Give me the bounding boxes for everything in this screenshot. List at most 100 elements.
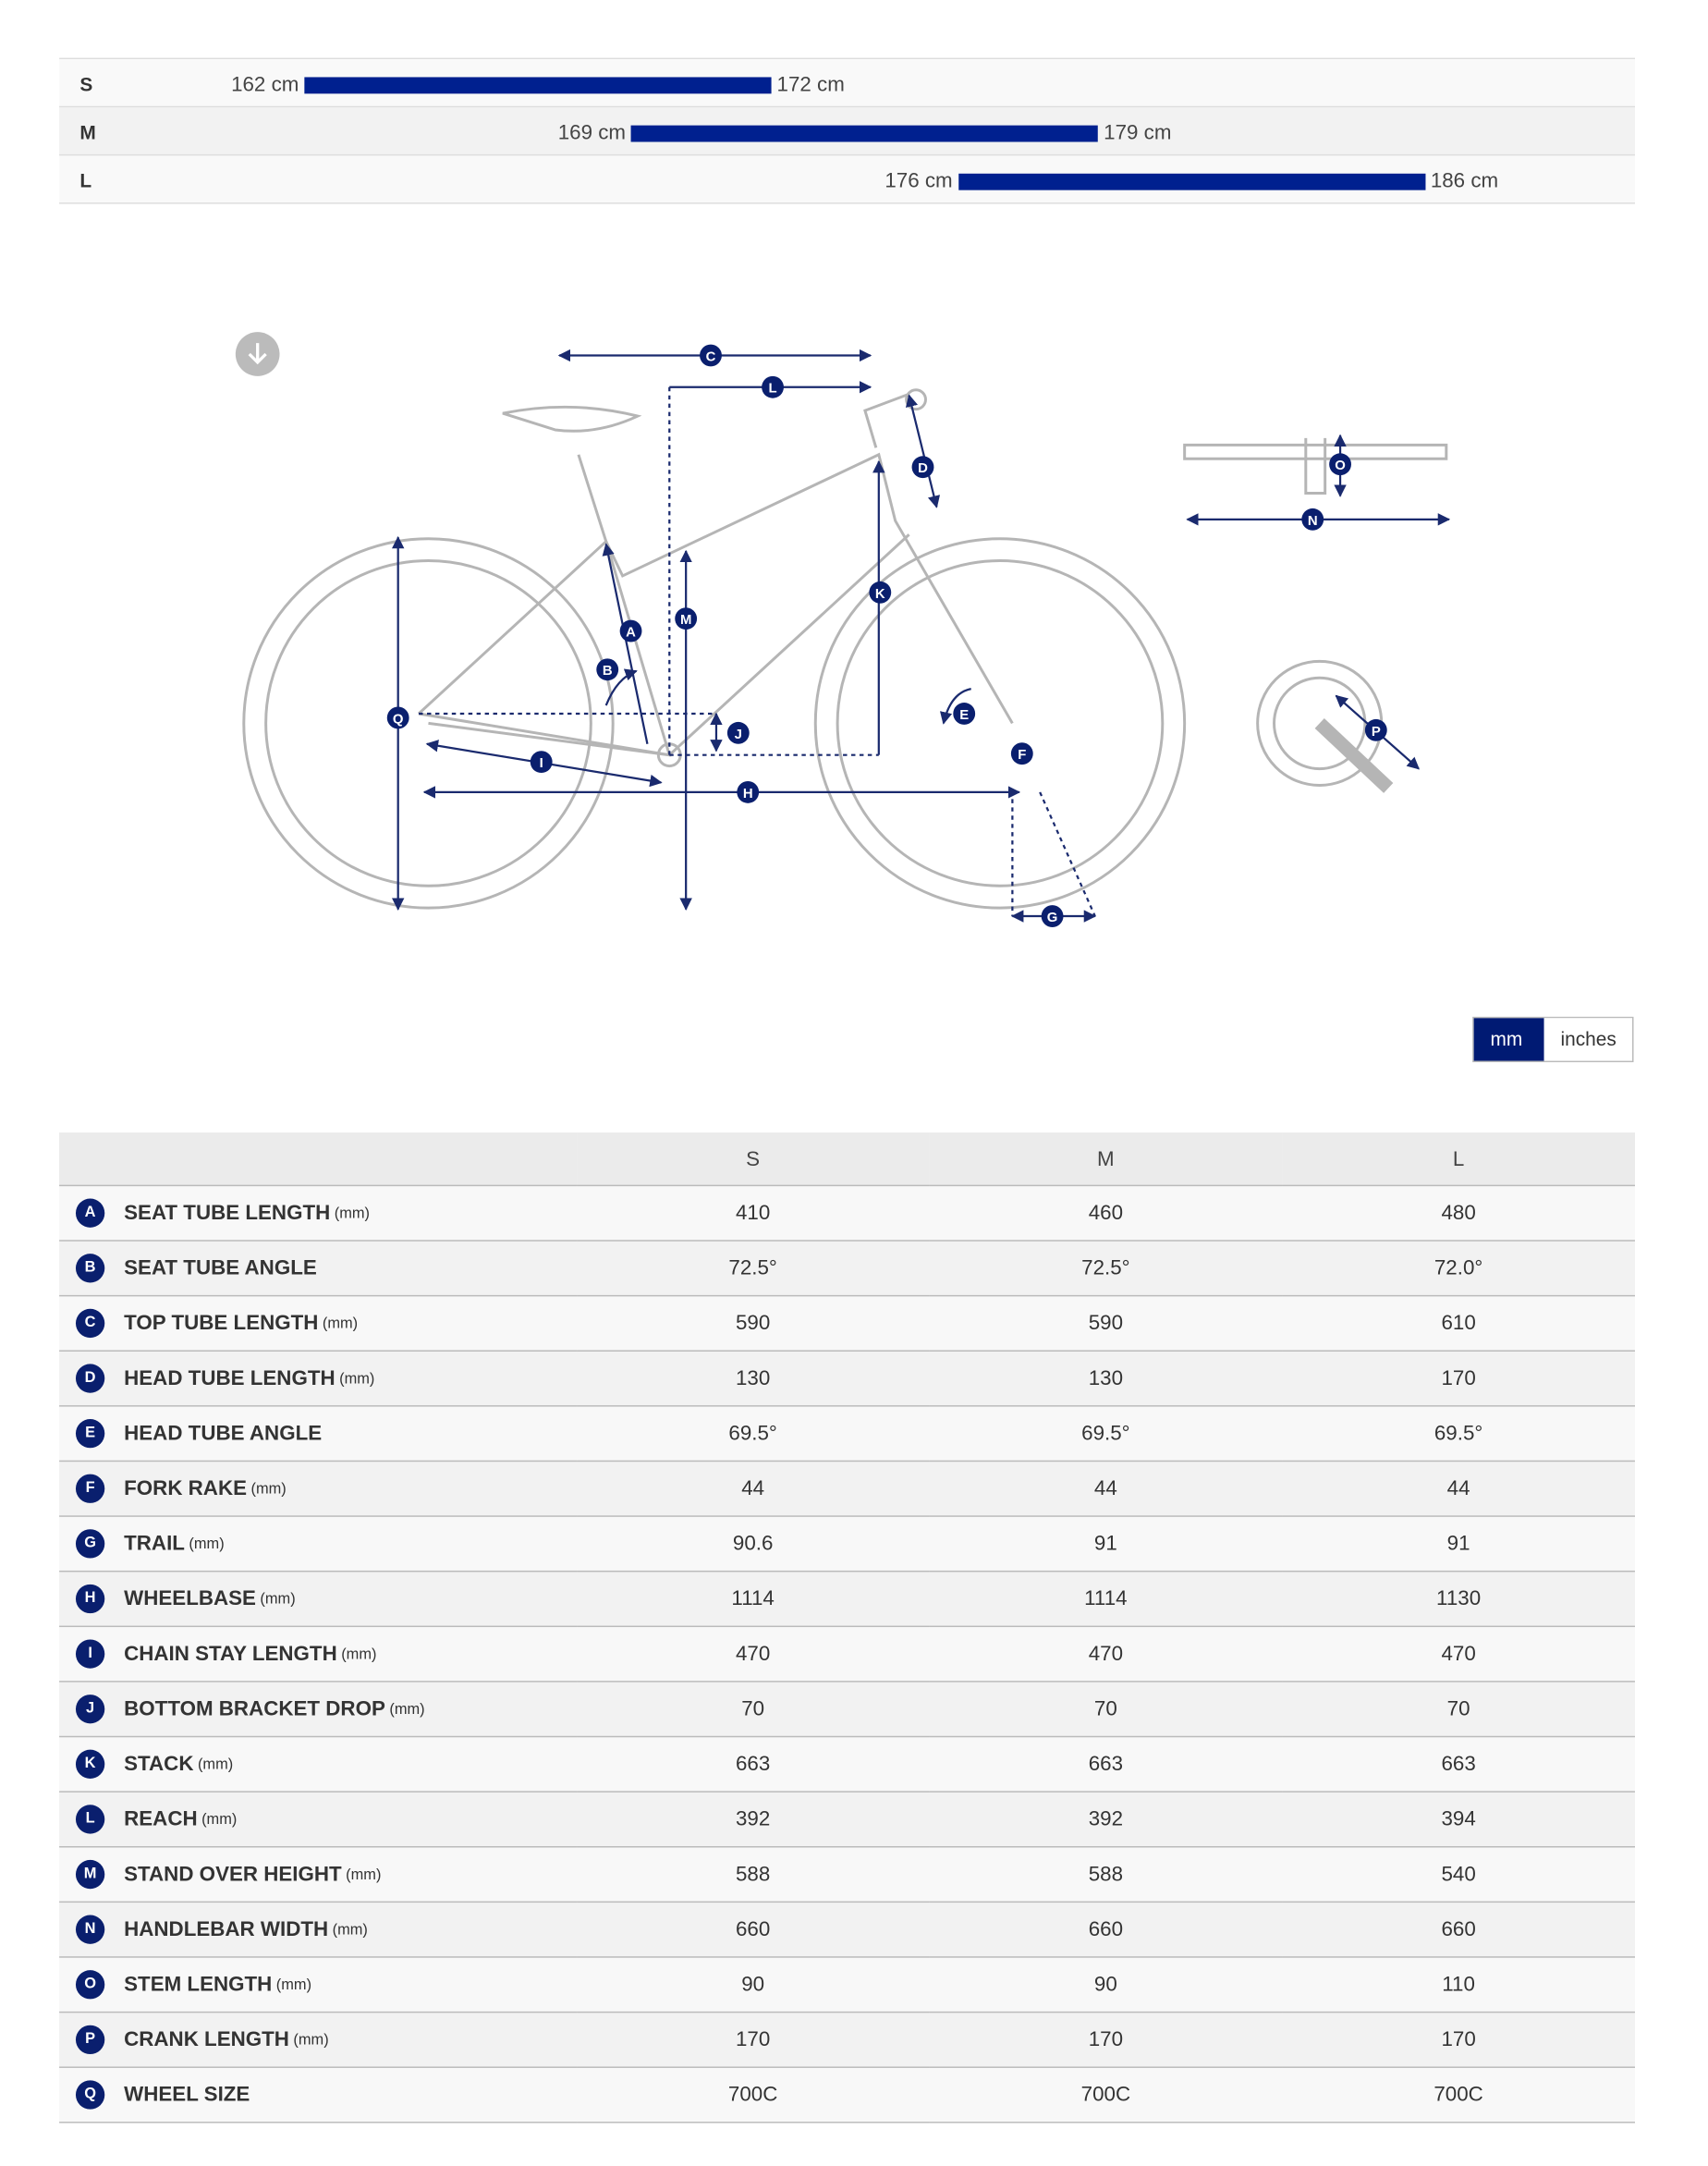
dimension-unit: (mm) — [260, 1590, 296, 1608]
dimension-unit: (mm) — [275, 1976, 312, 1993]
cell-value: 110 — [1282, 1956, 1635, 2013]
table-row: M STAND OVER HEIGHT (mm) 588 588 540 — [59, 1846, 1635, 1903]
dimension-name: REACH — [124, 1807, 198, 1831]
unit-toggle[interactable]: mm inches — [1472, 1016, 1635, 1063]
svg-text:F: F — [1018, 748, 1026, 763]
cell-value: 72.0° — [1282, 1241, 1635, 1297]
dimension-unit: (mm) — [322, 1315, 359, 1332]
table-row: E HEAD TUBE ANGLE 69.5° 69.5° 69.5° — [59, 1405, 1635, 1462]
table-row: P CRANK LENGTH (mm) 170 170 170 — [59, 2012, 1635, 2068]
table-row: C TOP TUBE LENGTH (mm) 590 590 610 — [59, 1295, 1635, 1352]
cell-value: 170 — [929, 2012, 1283, 2068]
dimension-badge: G — [75, 1529, 105, 1559]
dimension-name: SEAT TUBE LENGTH — [124, 1201, 331, 1225]
dimension-label-f: F — [1010, 742, 1033, 765]
dimension-badge: C — [75, 1308, 105, 1339]
cell-value: 460 — [929, 1185, 1283, 1242]
dimension-badge: E — [75, 1419, 105, 1449]
cell-value: 44 — [1282, 1461, 1635, 1517]
cell-value: 170 — [1282, 2012, 1635, 2068]
height-range-bar — [630, 125, 1099, 142]
cell-value: 90.6 — [576, 1516, 930, 1572]
cell-value: 1114 — [576, 1571, 930, 1628]
dimension-name: WHEELBASE — [124, 1586, 256, 1611]
cell-value: 700C — [1282, 2067, 1635, 2123]
dimension-badge: O — [75, 1970, 105, 2000]
dimension-name: CRANK LENGTH — [124, 2027, 289, 2052]
cell-value: 130 — [929, 1351, 1283, 1407]
height-range-bar — [958, 173, 1425, 190]
size-label: L — [79, 169, 92, 192]
cell-value: 663 — [929, 1736, 1283, 1793]
dimension-badge: J — [75, 1695, 105, 1724]
svg-text:Q: Q — [393, 712, 404, 727]
cell-value: 610 — [1282, 1295, 1635, 1352]
cell-value: 663 — [576, 1736, 930, 1793]
dimension-name: FORK RAKE — [124, 1476, 248, 1500]
bike-geometry-diagram: A B C D E F G H I J K L M N O P Q — [235, 332, 1451, 927]
table-row: I CHAIN STAY LENGTH (mm) 470 470 470 — [59, 1626, 1635, 1683]
dimension-name: TRAIL — [124, 1532, 185, 1556]
table-row: K STACK (mm) 663 663 663 — [59, 1736, 1635, 1793]
min-height-label: 162 cm — [231, 72, 299, 97]
dimension-labels: A B C D E F G H I J K L M N O P Q — [386, 344, 1387, 927]
svg-text:C: C — [706, 349, 716, 364]
max-height-label: 179 cm — [1104, 121, 1172, 145]
column-header-l: L — [1282, 1132, 1635, 1187]
svg-text:H: H — [743, 787, 753, 802]
unit-mm-button[interactable]: mm — [1473, 1018, 1544, 1061]
cell-value: 69.5° — [1282, 1405, 1635, 1462]
dimension-unit: (mm) — [293, 2031, 329, 2049]
dimension-unit: (mm) — [189, 1535, 225, 1552]
table-row: H WHEELBASE (mm) 1114 1114 1130 — [59, 1571, 1635, 1628]
cell-value: 72.5° — [576, 1241, 930, 1297]
cell-value: 590 — [576, 1295, 930, 1352]
dimension-badge: L — [75, 1805, 105, 1834]
dimension-name: SEAT TUBE ANGLE — [124, 1256, 317, 1280]
table-row: B SEAT TUBE ANGLE 72.5° 72.5° 72.0° — [59, 1241, 1635, 1297]
dimension-badge: N — [75, 1915, 105, 1944]
download-icon[interactable] — [235, 332, 280, 376]
min-height-label: 176 cm — [884, 169, 953, 193]
size-row: S 162 cm 172 cm — [59, 59, 1635, 108]
svg-text:B: B — [603, 664, 613, 679]
dimension-label-k: K — [869, 581, 892, 604]
dimension-badge: H — [75, 1584, 105, 1614]
dimension-unit: (mm) — [389, 1700, 425, 1718]
cell-value: 700C — [929, 2067, 1283, 2123]
dimension-unit: (mm) — [332, 1921, 368, 1939]
svg-text:G: G — [1047, 911, 1058, 925]
dimension-name: HEAD TUBE ANGLE — [124, 1421, 323, 1446]
column-header-s: S — [576, 1132, 930, 1187]
unit-inches-button[interactable]: inches — [1543, 1018, 1633, 1061]
dimension-label-p: P — [1364, 718, 1387, 741]
dimension-label-n: N — [1301, 508, 1324, 531]
table-row: J BOTTOM BRACKET DROP (mm) 70 70 70 — [59, 1681, 1635, 1738]
dimension-unit: (mm) — [201, 1810, 238, 1828]
dimension-label-c: C — [700, 344, 722, 367]
dimension-label-b: B — [596, 658, 619, 681]
dimension-unit: (mm) — [339, 1370, 375, 1387]
cell-value: 660 — [929, 1902, 1283, 1958]
table-row: G TRAIL (mm) 90.6 91 91 — [59, 1516, 1635, 1572]
cell-value: 470 — [929, 1626, 1283, 1683]
cell-value: 90 — [576, 1956, 930, 2013]
cell-value: 70 — [929, 1681, 1283, 1738]
cell-value: 91 — [1282, 1516, 1635, 1572]
dimension-label-h: H — [737, 781, 760, 803]
cell-value: 69.5° — [929, 1405, 1283, 1462]
dimension-badge: K — [75, 1749, 105, 1779]
cell-value: 392 — [576, 1792, 930, 1848]
cell-value: 170 — [1282, 1351, 1635, 1407]
dimension-label-i: I — [530, 751, 553, 774]
dimension-unit: (mm) — [341, 1646, 377, 1663]
svg-text:E: E — [959, 708, 969, 723]
cell-value: 540 — [1282, 1846, 1635, 1903]
svg-text:D: D — [918, 461, 928, 476]
cell-value: 69.5° — [576, 1405, 930, 1462]
cell-value: 44 — [929, 1461, 1283, 1517]
dimension-unit: (mm) — [334, 1205, 370, 1222]
cell-value: 392 — [929, 1792, 1283, 1848]
cell-value: 90 — [929, 1956, 1283, 2013]
dimension-label-q: Q — [386, 706, 409, 729]
